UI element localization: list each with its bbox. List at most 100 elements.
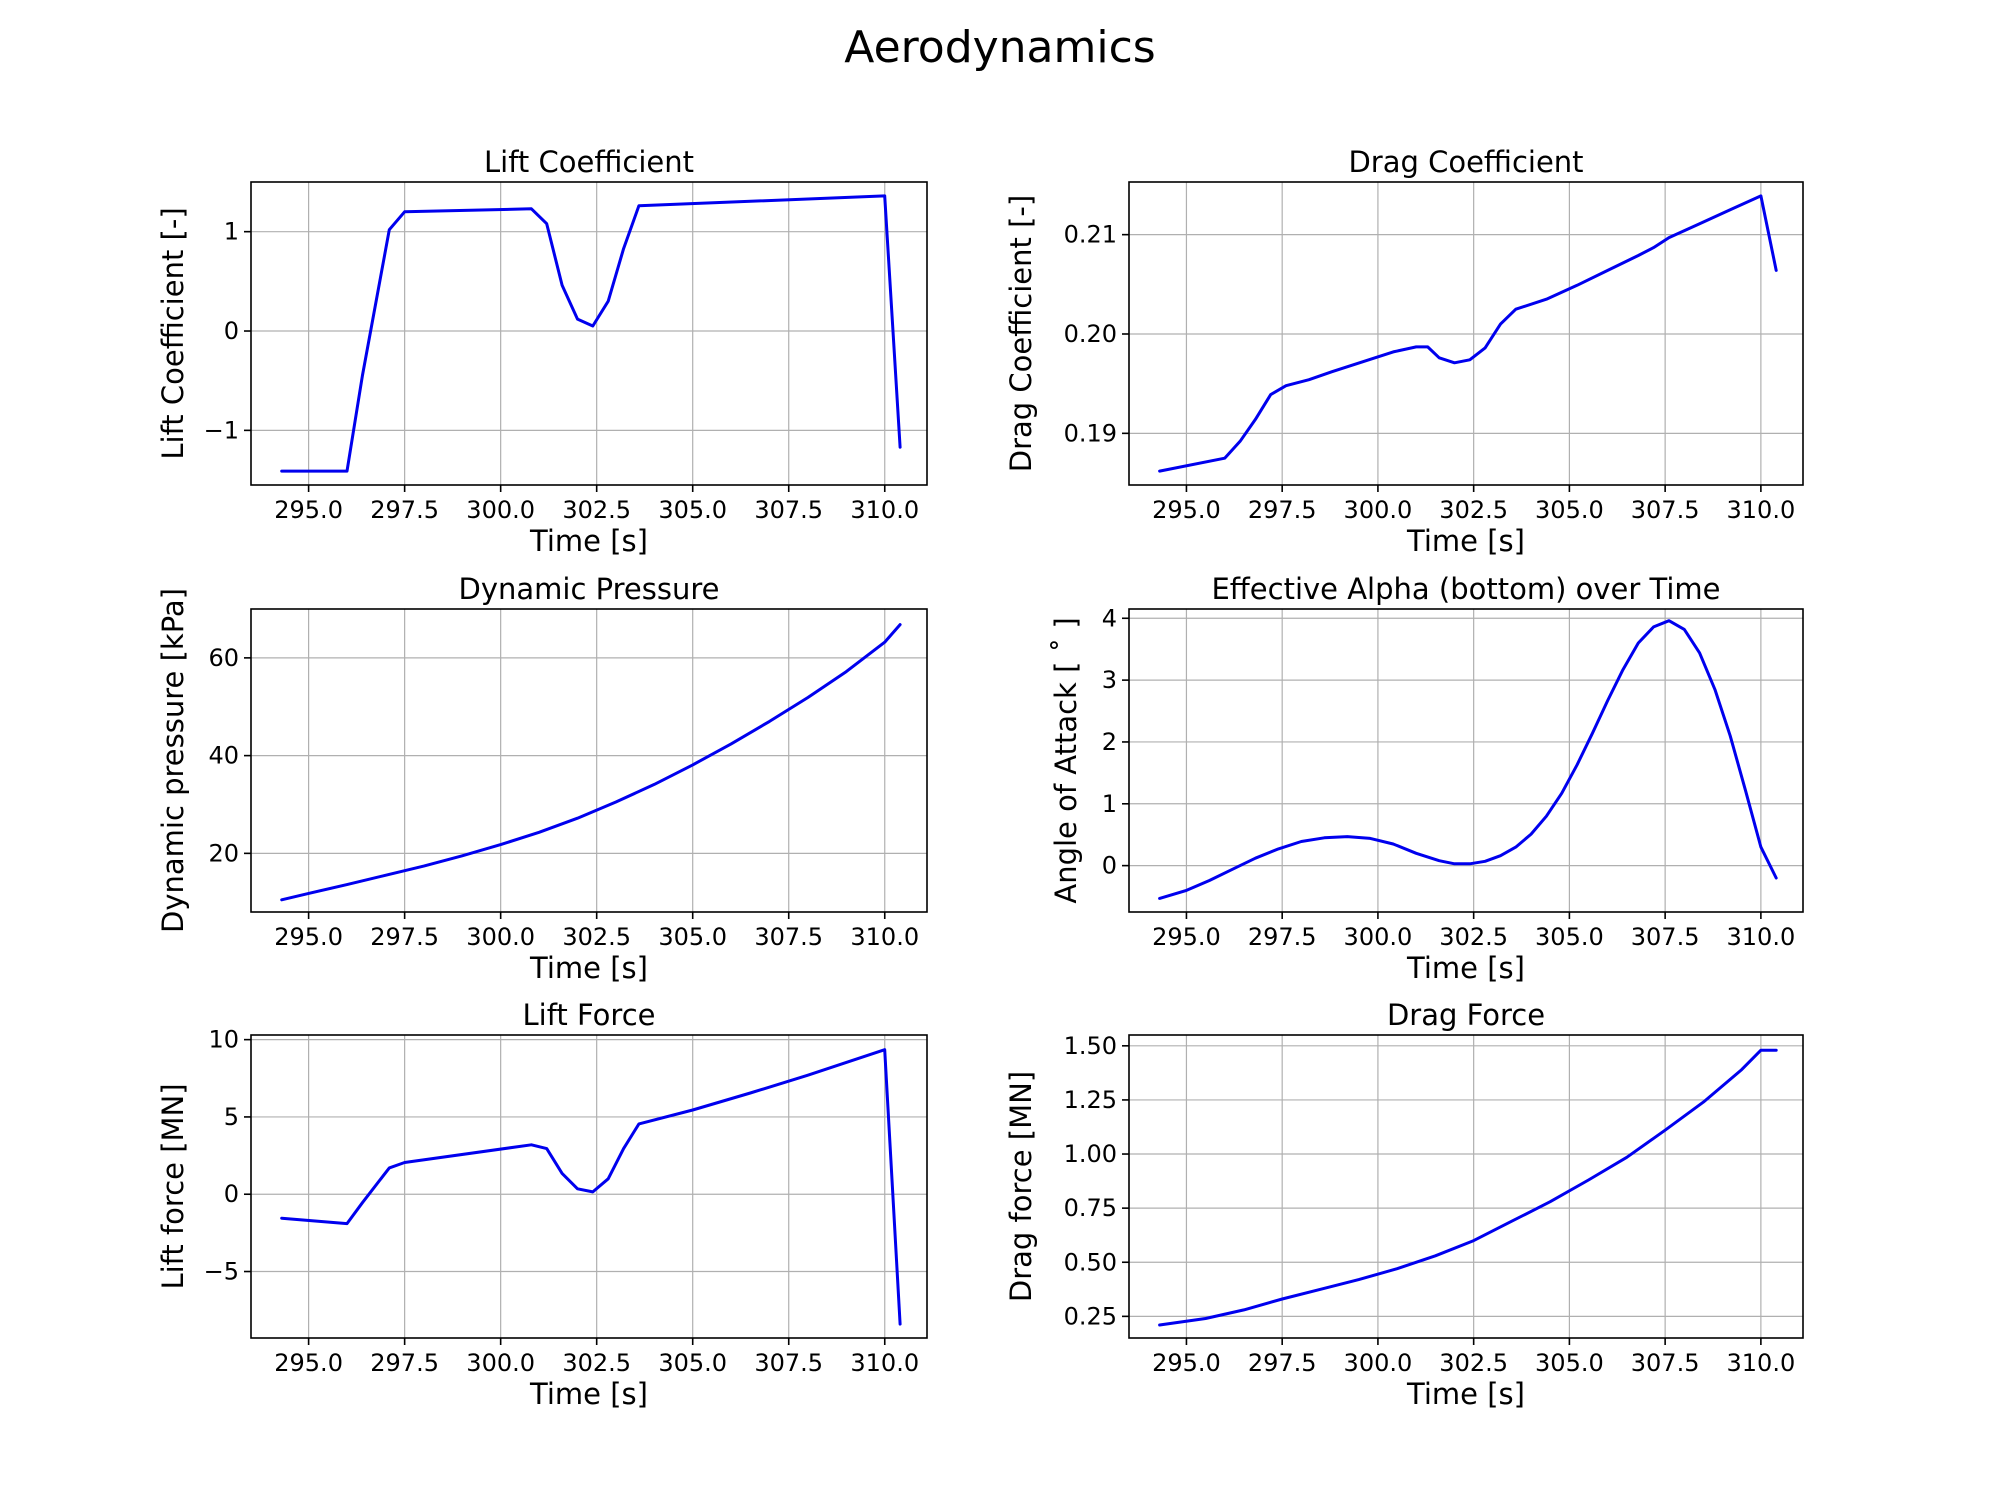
- x-tick-label: 300.0: [1344, 1349, 1413, 1377]
- y-tick-label: 20: [208, 839, 239, 867]
- x-tick-label: 305.0: [1535, 1349, 1604, 1377]
- x-tick-label: 302.5: [1439, 496, 1508, 524]
- y-axis-label: Lift force [MN]: [156, 1083, 190, 1289]
- x-tick-label: 310.0: [850, 1349, 919, 1377]
- y-axis-label: Drag force [MN]: [1004, 1071, 1038, 1302]
- x-tick-label: 305.0: [658, 1349, 727, 1377]
- x-tick-label: 310.0: [850, 496, 919, 524]
- subplot-5: 295.0 297.5 300.0 302.5 305.0 307.5 310.0 −5 0 5 1…: [156, 998, 928, 1411]
- y-tick-label: 4: [1102, 604, 1117, 632]
- y-tick-label: 5: [224, 1103, 239, 1131]
- y-tick-label: 0.75: [1064, 1194, 1117, 1222]
- figure-title: Aerodynamics: [844, 22, 1155, 73]
- x-tick-label: 300.0: [1344, 923, 1413, 951]
- x-tick-label: 297.5: [1248, 1349, 1317, 1377]
- subplot-title: Effective Alpha (bottom) over Time: [1211, 572, 1720, 606]
- y-tick-label: 2: [1102, 728, 1117, 756]
- x-tick-label: 305.0: [1535, 923, 1604, 951]
- x-tick-label: 297.5: [370, 1349, 439, 1377]
- x-tick-label: 295.0: [274, 1349, 343, 1377]
- x-tick-label: 310.0: [1727, 923, 1796, 951]
- subplot-title: Drag Force: [1387, 998, 1545, 1032]
- x-tick-label: 307.5: [754, 496, 823, 524]
- subplot-title: Dynamic Pressure: [459, 572, 720, 606]
- x-tick-label: 297.5: [1248, 923, 1317, 951]
- x-tick-label: 300.0: [466, 1349, 535, 1377]
- series-line-1: [280, 194, 902, 473]
- x-tick-label: 295.0: [1152, 923, 1221, 951]
- series-line-1: [1158, 619, 1778, 900]
- y-tick-label: 1.00: [1064, 1140, 1117, 1168]
- x-tick-label: 310.0: [1727, 496, 1796, 524]
- x-tick-label: 295.0: [274, 496, 343, 524]
- subplot-title: Drag Coefficient: [1348, 145, 1583, 179]
- x-tick-label: 297.5: [370, 923, 439, 951]
- y-tick-label: 60: [208, 644, 239, 672]
- x-tick-label: 307.5: [1631, 923, 1700, 951]
- x-tick-label: 307.5: [754, 1349, 823, 1377]
- series-line-1: [280, 623, 902, 902]
- x-tick-label: 305.0: [658, 923, 727, 951]
- axes-frame: [1128, 1034, 1804, 1339]
- x-tick-label: 310.0: [850, 923, 919, 951]
- y-tick-label: 1.50: [1064, 1032, 1117, 1060]
- x-tick-label: 295.0: [1152, 1349, 1221, 1377]
- subplot-3: 295.0 297.5 300.0 302.5 305.0 307.5 310.0 20 40 6…: [156, 572, 928, 985]
- x-tick-label: 302.5: [562, 1349, 631, 1377]
- y-tick-label: 40: [208, 742, 239, 770]
- axes-frame: [1128, 608, 1804, 913]
- x-axis-label: Time [s]: [1406, 1377, 1525, 1411]
- y-tick-label: 1: [1102, 790, 1117, 818]
- y-tick-label: 1.25: [1064, 1086, 1117, 1114]
- y-tick-label: −5: [204, 1258, 239, 1286]
- series-line-1: [280, 1048, 902, 1326]
- x-tick-label: 297.5: [1248, 496, 1317, 524]
- y-tick-label: 1: [224, 218, 239, 246]
- y-tick-label: −1: [204, 416, 239, 444]
- x-tick-label: 305.0: [658, 496, 727, 524]
- y-axis-label: Dynamic pressure [kPa]: [156, 588, 190, 933]
- x-axis-label: Time [s]: [529, 524, 648, 558]
- y-axis-label: Lift Coefficient [-]: [156, 207, 190, 459]
- subplot-4: 295.0 297.5 300.0 302.5 305.0 307.5 310.0 0 1 2 3 4…: [1049, 572, 1804, 985]
- x-tick-label: 300.0: [466, 496, 535, 524]
- x-tick-label: 300.0: [466, 923, 535, 951]
- x-tick-label: 307.5: [754, 923, 823, 951]
- y-tick-label: 0: [1102, 852, 1117, 880]
- x-tick-label: 302.5: [562, 496, 631, 524]
- x-axis-label: Time [s]: [1406, 951, 1525, 985]
- y-tick-label: 0.20: [1064, 320, 1117, 348]
- series-line-1: [1158, 1048, 1778, 1327]
- axes-frame: [250, 1034, 928, 1339]
- y-tick-label: 3: [1102, 666, 1117, 694]
- y-axis-label: Angle of Attack [ ˚ ]: [1049, 617, 1083, 903]
- x-tick-label: 307.5: [1631, 496, 1700, 524]
- x-tick-label: 295.0: [1152, 496, 1221, 524]
- x-tick-label: 295.0: [274, 923, 343, 951]
- x-tick-label: 310.0: [1727, 1349, 1796, 1377]
- axes-frame: [250, 608, 928, 913]
- axes-frame: [250, 181, 928, 486]
- subplot-6: 295.0 297.5 300.0 302.5 305.0 307.5 310.0 0.25 0…: [1004, 998, 1804, 1411]
- y-tick-label: 0.19: [1064, 419, 1117, 447]
- x-axis-label: Time [s]: [529, 951, 648, 985]
- x-tick-label: 307.5: [1631, 1349, 1700, 1377]
- y-tick-label: 0.50: [1064, 1248, 1117, 1276]
- x-axis-label: Time [s]: [1406, 524, 1525, 558]
- y-tick-label: 10: [208, 1026, 239, 1054]
- series-line-1: [1158, 194, 1778, 473]
- y-tick-label: 0.25: [1064, 1302, 1117, 1330]
- subplot-1: 295.0 297.5 300.0 302.5 305.0 307.5 310.0 −1 0 1 L…: [156, 145, 928, 558]
- x-tick-label: 297.5: [370, 496, 439, 524]
- y-tick-label: 0.21: [1064, 221, 1117, 249]
- y-tick-label: 0: [224, 317, 239, 345]
- subplot-2: 295.0 297.5 300.0 302.5 305.0 307.5 310.0 0.19 0…: [1004, 145, 1804, 558]
- x-tick-label: 302.5: [562, 923, 631, 951]
- x-tick-label: 302.5: [1439, 923, 1508, 951]
- y-tick-label: 0: [224, 1180, 239, 1208]
- x-tick-label: 302.5: [1439, 1349, 1508, 1377]
- x-tick-label: 305.0: [1535, 496, 1604, 524]
- y-axis-label: Drag Coefficient [-]: [1004, 195, 1038, 472]
- subplot-title: Lift Force: [523, 998, 656, 1032]
